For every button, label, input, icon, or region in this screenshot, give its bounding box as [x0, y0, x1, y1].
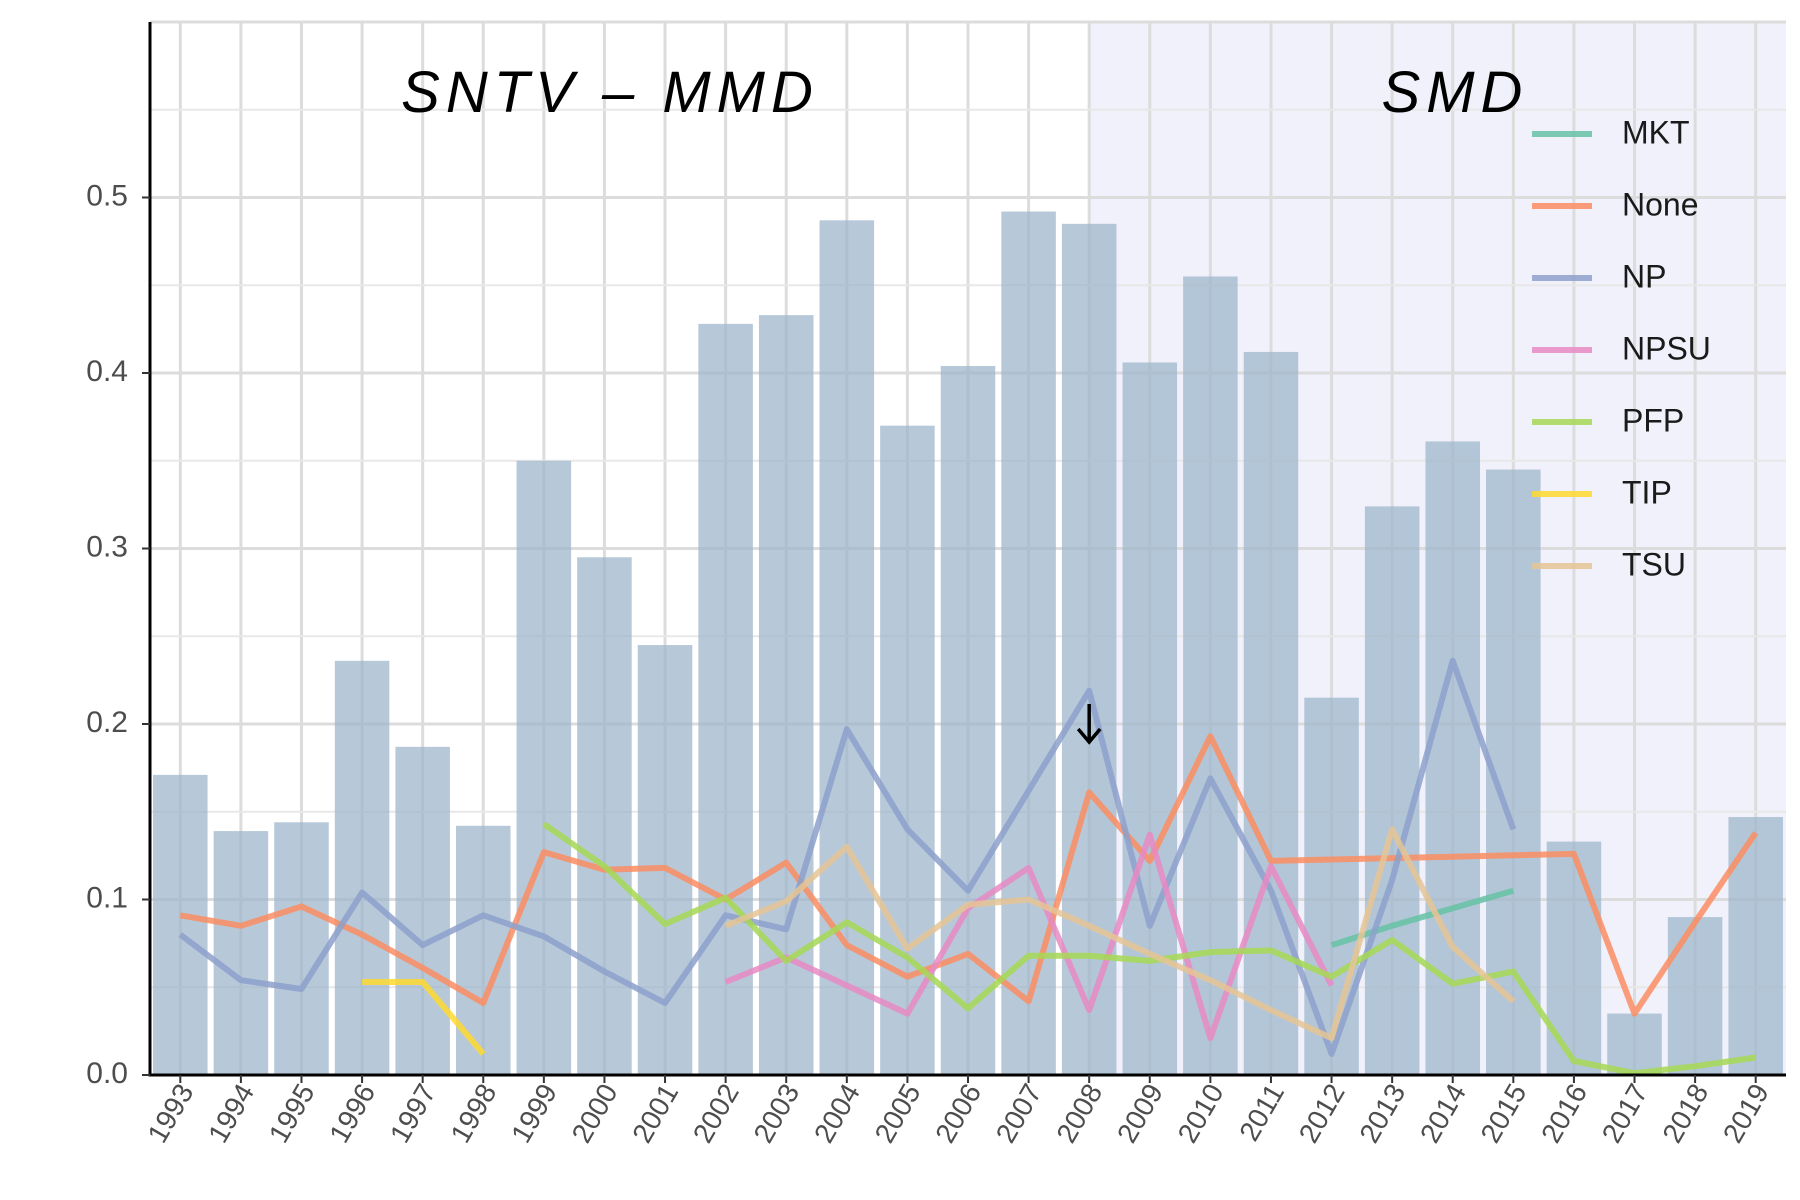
era-labels: SNTV – MMD SMD: [401, 60, 1529, 125]
bar-2012: [1304, 697, 1359, 1075]
y-tick-label: 0.1: [86, 881, 128, 914]
bar-2009: [1122, 362, 1178, 1076]
bar-2001: [637, 645, 693, 1075]
y-tick-label: 0.2: [86, 706, 128, 739]
bar-2000: [577, 557, 632, 1075]
legend-item-np: NP: [1532, 258, 1666, 294]
bar-1993: [153, 774, 208, 1075]
series-line-np: [178, 657, 1517, 1057]
legend-label: None: [1622, 186, 1699, 222]
legend-item-npsu: NPSU: [1532, 330, 1711, 366]
legend-label: NP: [1622, 258, 1666, 294]
bar-2016: [1546, 841, 1602, 1075]
legend-item-tip: TIP: [1532, 474, 1672, 510]
y-tick-label: 0.5: [86, 179, 128, 212]
y-tick-label: 0.0: [86, 1057, 128, 1090]
legend-label: TSU: [1622, 546, 1686, 582]
axes: [142, 22, 1786, 1083]
y-tick-label: 0.3: [86, 530, 128, 563]
y-tick-label: 0.4: [86, 355, 128, 388]
legend-label: PFP: [1622, 402, 1684, 438]
bar-1997: [395, 746, 450, 1075]
bar-2002: [698, 323, 753, 1075]
arrow-down-icon: [1076, 727, 1102, 745]
bar-1995: [274, 822, 329, 1075]
legend-label: NPSU: [1622, 330, 1711, 366]
bar-1999: [516, 460, 572, 1075]
bar-2017: [1607, 1013, 1662, 1075]
series-line-none: [179, 733, 1759, 1017]
bar-2013: [1364, 506, 1420, 1075]
legend-item-tsu: TSU: [1532, 546, 1686, 582]
legend-label: MKT: [1622, 114, 1690, 150]
legend-item-none: None: [1532, 186, 1699, 222]
era-label-0: SNTV – MMD: [401, 60, 819, 125]
y-tick-labels: 0.0 0.1 0.2 0.3 0.4 0.5: [86, 179, 128, 1090]
marker: [1076, 704, 1102, 745]
legend-label: TIP: [1622, 474, 1672, 510]
era-label-1: SMD: [1382, 60, 1529, 125]
legend: MKT None NP NPSU PFP TIP TSU: [1532, 114, 1711, 582]
series-line-tsu: [724, 826, 1516, 1042]
series-lines: [178, 657, 1759, 1077]
bar-2010: [1183, 276, 1238, 1076]
legend-item-pfp: PFP: [1532, 402, 1684, 438]
bar-1996: [334, 660, 390, 1075]
bar-2011: [1243, 351, 1299, 1075]
series-line-tip: [362, 979, 486, 1056]
legend-item-mkt: MKT: [1532, 114, 1690, 150]
bar-2018: [1667, 917, 1723, 1075]
bars: [153, 211, 1783, 1076]
bar-1994: [213, 831, 269, 1075]
series-line-npsu: [724, 831, 1335, 1042]
